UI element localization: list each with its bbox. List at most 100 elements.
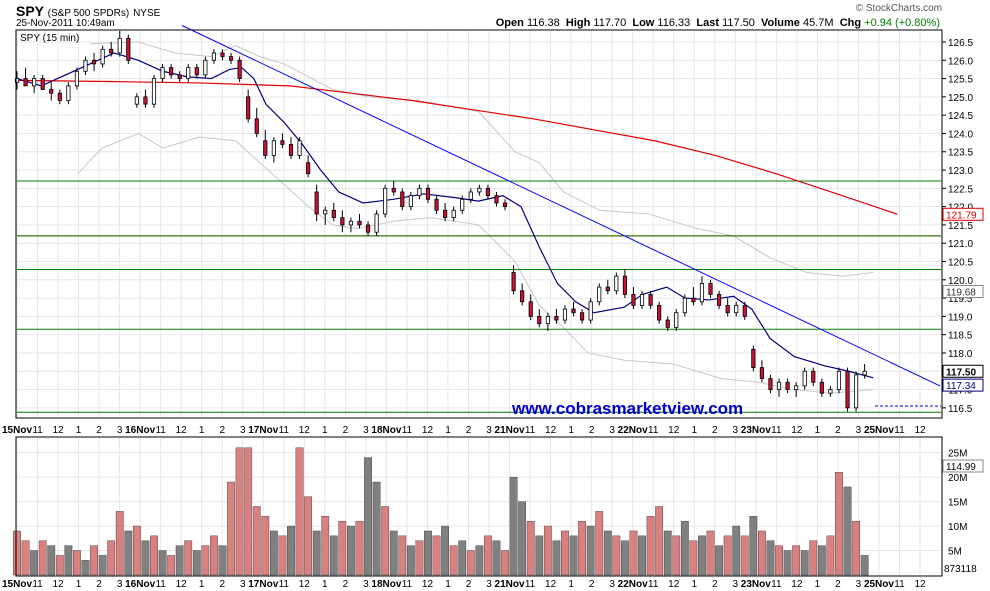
volume-x-tick-label: 11 [279,579,290,590]
volume-x-tick-label: 1 [568,579,574,590]
price-tag-box [942,285,984,299]
candle-body [400,191,405,208]
volume-bar [124,530,133,576]
volume-tick-label: 25M [948,449,967,460]
volume-bar [852,520,860,576]
volume-bar [518,501,527,576]
candle-body [631,294,636,306]
candle-body [622,275,627,295]
low-value: 116.33 [657,17,691,29]
candle-body [109,48,114,54]
price-x-tick-label: 3 [363,425,369,436]
volume-bar [543,525,552,576]
volume-bar [561,530,569,576]
candle-body [605,286,610,292]
candle-body [186,67,191,79]
volume-bar [406,545,415,576]
candle-body [49,89,54,94]
volume-bar [749,516,758,576]
volume-x-tick-label: 3 [609,579,615,590]
volume-bar [775,545,783,576]
price-x-tick-label: 1 [76,425,82,436]
price-x-tick-label: 11 [32,425,43,436]
candle-body [203,59,208,76]
volume-bar [458,540,467,576]
volume-bars [13,447,869,576]
volume-bottom-label: 873118 [944,564,977,575]
volume-bar [475,545,484,576]
volume-bar [501,550,509,576]
candle-body [117,37,122,54]
volume-bar [73,550,81,576]
volume-x-tick-label: 12 [52,579,64,590]
price-tick-label: 120.5 [948,258,973,269]
candle-body [32,78,37,87]
volume-bar [115,511,124,576]
price-tag-box [942,207,984,221]
candle-body [100,48,105,65]
ticker-name: (S&P 500 SPDRs) [47,8,130,19]
volume-bar [235,447,244,576]
volume-bar [621,540,629,576]
price-tag-label: 117.34 [946,381,976,392]
volume-x-tick-label: 16Nov [125,579,155,590]
candle-body [802,370,807,387]
candle-body [83,59,88,72]
volume-bar [175,545,184,576]
price-x-tick-label: 11 [402,425,413,436]
volume-bar [680,520,689,576]
volume-bar [612,535,621,576]
candle-body [580,312,585,321]
candle-body [537,315,542,325]
candle-body [794,385,799,390]
candle-body [699,283,705,303]
price-x-tick-label: 11 [648,425,659,436]
volume-bar [355,520,364,576]
price-x-tick-label: 11 [894,425,905,436]
volume-bar [629,530,638,576]
open-label: Open [495,17,524,29]
price-tick-label: 119.0 [948,312,973,323]
volume-x-tick-label: 12 [545,579,557,590]
price-x-tick-label: 21Nov [495,425,525,436]
candle-body [648,294,653,306]
volume-bar [715,545,723,576]
candle-body [160,67,165,79]
volume-x-tick-label: 11 [525,579,536,590]
last-value: 117.50 [722,17,755,29]
candle-body [194,67,199,76]
volume-bar [552,540,561,576]
high-label: High [565,17,591,29]
price-x-tick-label: 2 [712,425,718,436]
volume-x-tick-label: 1 [815,579,821,590]
price-tick-label: 118.5 [948,331,973,342]
volume-x-tick-label: 11 [648,579,659,590]
candle-body [811,370,816,383]
volume-bar [663,530,672,576]
volume-x-tick-label: 11 [894,579,905,590]
volume-bar [81,560,90,576]
price-x-tick-label: 1 [815,425,821,436]
quote-datetime: 25-Nov-2011 10:49am [16,18,115,29]
price-x-tick-label: 1 [691,425,697,436]
candle-body [340,217,345,226]
price-x-tick-label: 2 [219,425,225,436]
volume-bar [295,447,304,576]
volume-x-axis: 15Nov 11 12 1 2 3 16Nov 11 12 1 2 3 17Nov 11 12 1 2 3 18No… [2,579,926,590]
price-x-tick-label: 3 [240,425,246,436]
candle-body [254,118,259,134]
price-x-tick-label: 2 [96,425,102,436]
price-x-tick-label: 2 [343,425,349,436]
candle-body [417,187,422,197]
volume-bar [826,535,835,576]
price-tag-label: 117.50 [946,367,976,378]
candle-body [425,187,431,200]
candle-body [306,162,311,175]
volume-bar [30,550,39,576]
volume-bar [132,525,141,576]
candle-body [246,96,251,120]
price-x-tick-label: 15Nov [2,425,32,436]
price-tick-label: 125.0 [948,93,973,104]
volume-bar [13,530,21,576]
volume-bar [449,545,458,576]
